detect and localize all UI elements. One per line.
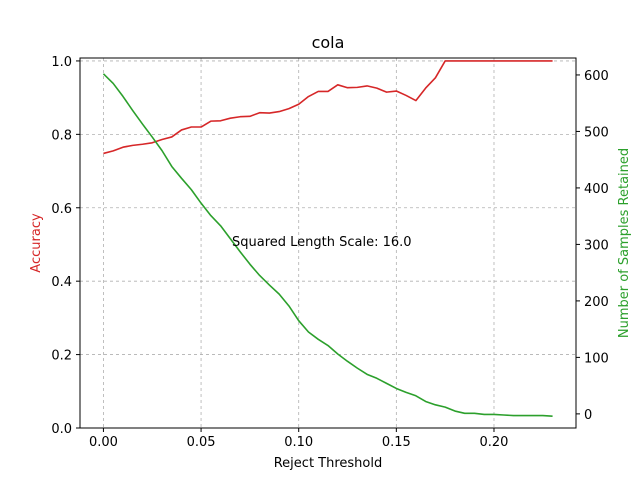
x-tick-label: 0.15 [382,435,411,450]
x-tick-label: 0.05 [187,435,216,450]
x-axis: 0.00 0.05 0.10 0.15 0.20 [89,428,509,450]
y-axis-right-label: Number of Samples Retained [617,148,632,338]
y-right-tick-label: 500 [584,125,609,140]
y-right-tick-label: 400 [584,182,609,197]
series-lines [102,60,553,417]
samples-retained-line [102,73,553,417]
y-axis-left: 0.0 0.2 0.4 0.6 0.8 1.0 [51,55,80,437]
chart-title: cola [312,33,345,52]
x-axis-label: Reject Threshold [274,456,383,471]
accuracy-line [103,60,553,155]
y-axis-right: 0 100 200 300 400 500 600 [576,69,609,423]
y-left-tick-label: 1.0 [51,55,72,70]
y-axis-left-label: Accuracy [29,213,44,273]
x-tick-label: 0.20 [480,435,509,450]
plot-frame [79,57,577,429]
y-right-tick-label: 100 [584,351,609,366]
y-right-tick-label: 0 [584,408,592,423]
y-left-tick-label: 0.2 [51,349,72,364]
y-right-tick-label: 600 [584,69,609,84]
y-left-tick-label: 0.4 [51,275,72,290]
y-left-tick-label: 0.8 [51,128,72,143]
y-right-tick-label: 300 [584,238,609,253]
length-scale-annotation: Squared Length Scale: 16.0 [232,235,412,250]
x-tick-label: 0.10 [284,435,313,450]
y-left-tick-label: 0.6 [51,202,72,217]
y-right-tick-label: 200 [584,295,609,310]
x-tick-label: 0.00 [89,435,118,450]
y-left-tick-label: 0.0 [51,422,72,437]
plot-background [80,58,576,428]
